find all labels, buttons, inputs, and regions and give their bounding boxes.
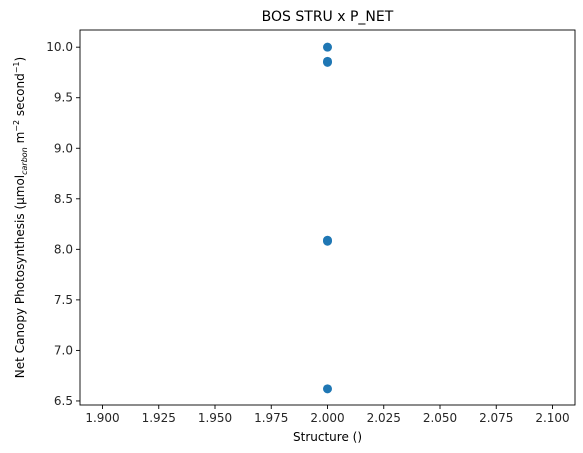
y-axis-title-prefix: Net Canopy Photosynthesis (µmol: [13, 175, 27, 378]
scatter-point: [323, 57, 332, 67]
y-tick-label: 7.0: [54, 343, 73, 357]
scatter-point: [323, 236, 332, 246]
x-tick-label: 1.900: [85, 411, 119, 425]
x-tick-label: 1.975: [254, 411, 288, 425]
y-tick-label: 8.0: [54, 242, 73, 256]
y-axis-title-sup2: −1: [12, 62, 21, 74]
y-tick-label: 9.5: [54, 91, 73, 105]
y-axis-title-middle: m: [13, 132, 27, 148]
y-axis-title-suffix: ): [13, 57, 27, 62]
x-tick-label: 2.075: [479, 411, 513, 425]
chart-title: BOS STRU x P_NET: [262, 9, 394, 25]
y-axis-title-middle2: second: [13, 73, 27, 120]
y-axis-title-sup1: −2: [12, 120, 21, 132]
scatter-point: [323, 384, 332, 394]
x-axis-ticks: 1.900 1.925 1.950 1.975 2.000 2.025 2.050 2.075…: [85, 405, 570, 425]
y-tick-label: 6.5: [54, 394, 73, 408]
y-axis-title-subscript: carbon: [20, 147, 29, 175]
y-tick-label: 10.0: [46, 40, 73, 54]
x-tick-label: 1.950: [198, 411, 232, 425]
y-tick-label: 7.5: [54, 293, 73, 307]
y-tick-label: 8.5: [54, 192, 73, 206]
x-tick-label: 2.050: [423, 411, 457, 425]
x-tick-label: 2.100: [535, 411, 569, 425]
x-tick-label: 2.025: [367, 411, 401, 425]
y-tick-label: 9.0: [54, 141, 73, 155]
y-axis-title: Net Canopy Photosynthesis (µmolcarbon m−…: [12, 57, 29, 378]
plot-frame: [79, 29, 576, 406]
data-points: [323, 42, 332, 394]
scatter-point: [323, 42, 332, 52]
x-axis-title: Structure (): [293, 430, 362, 444]
x-tick-label: 2.000: [310, 411, 344, 425]
x-tick-label: 1.925: [142, 411, 176, 425]
y-axis-ticks: 6.5 7.0 7.5 8.0 8.5 9.0 9.5 10.0: [46, 40, 80, 408]
